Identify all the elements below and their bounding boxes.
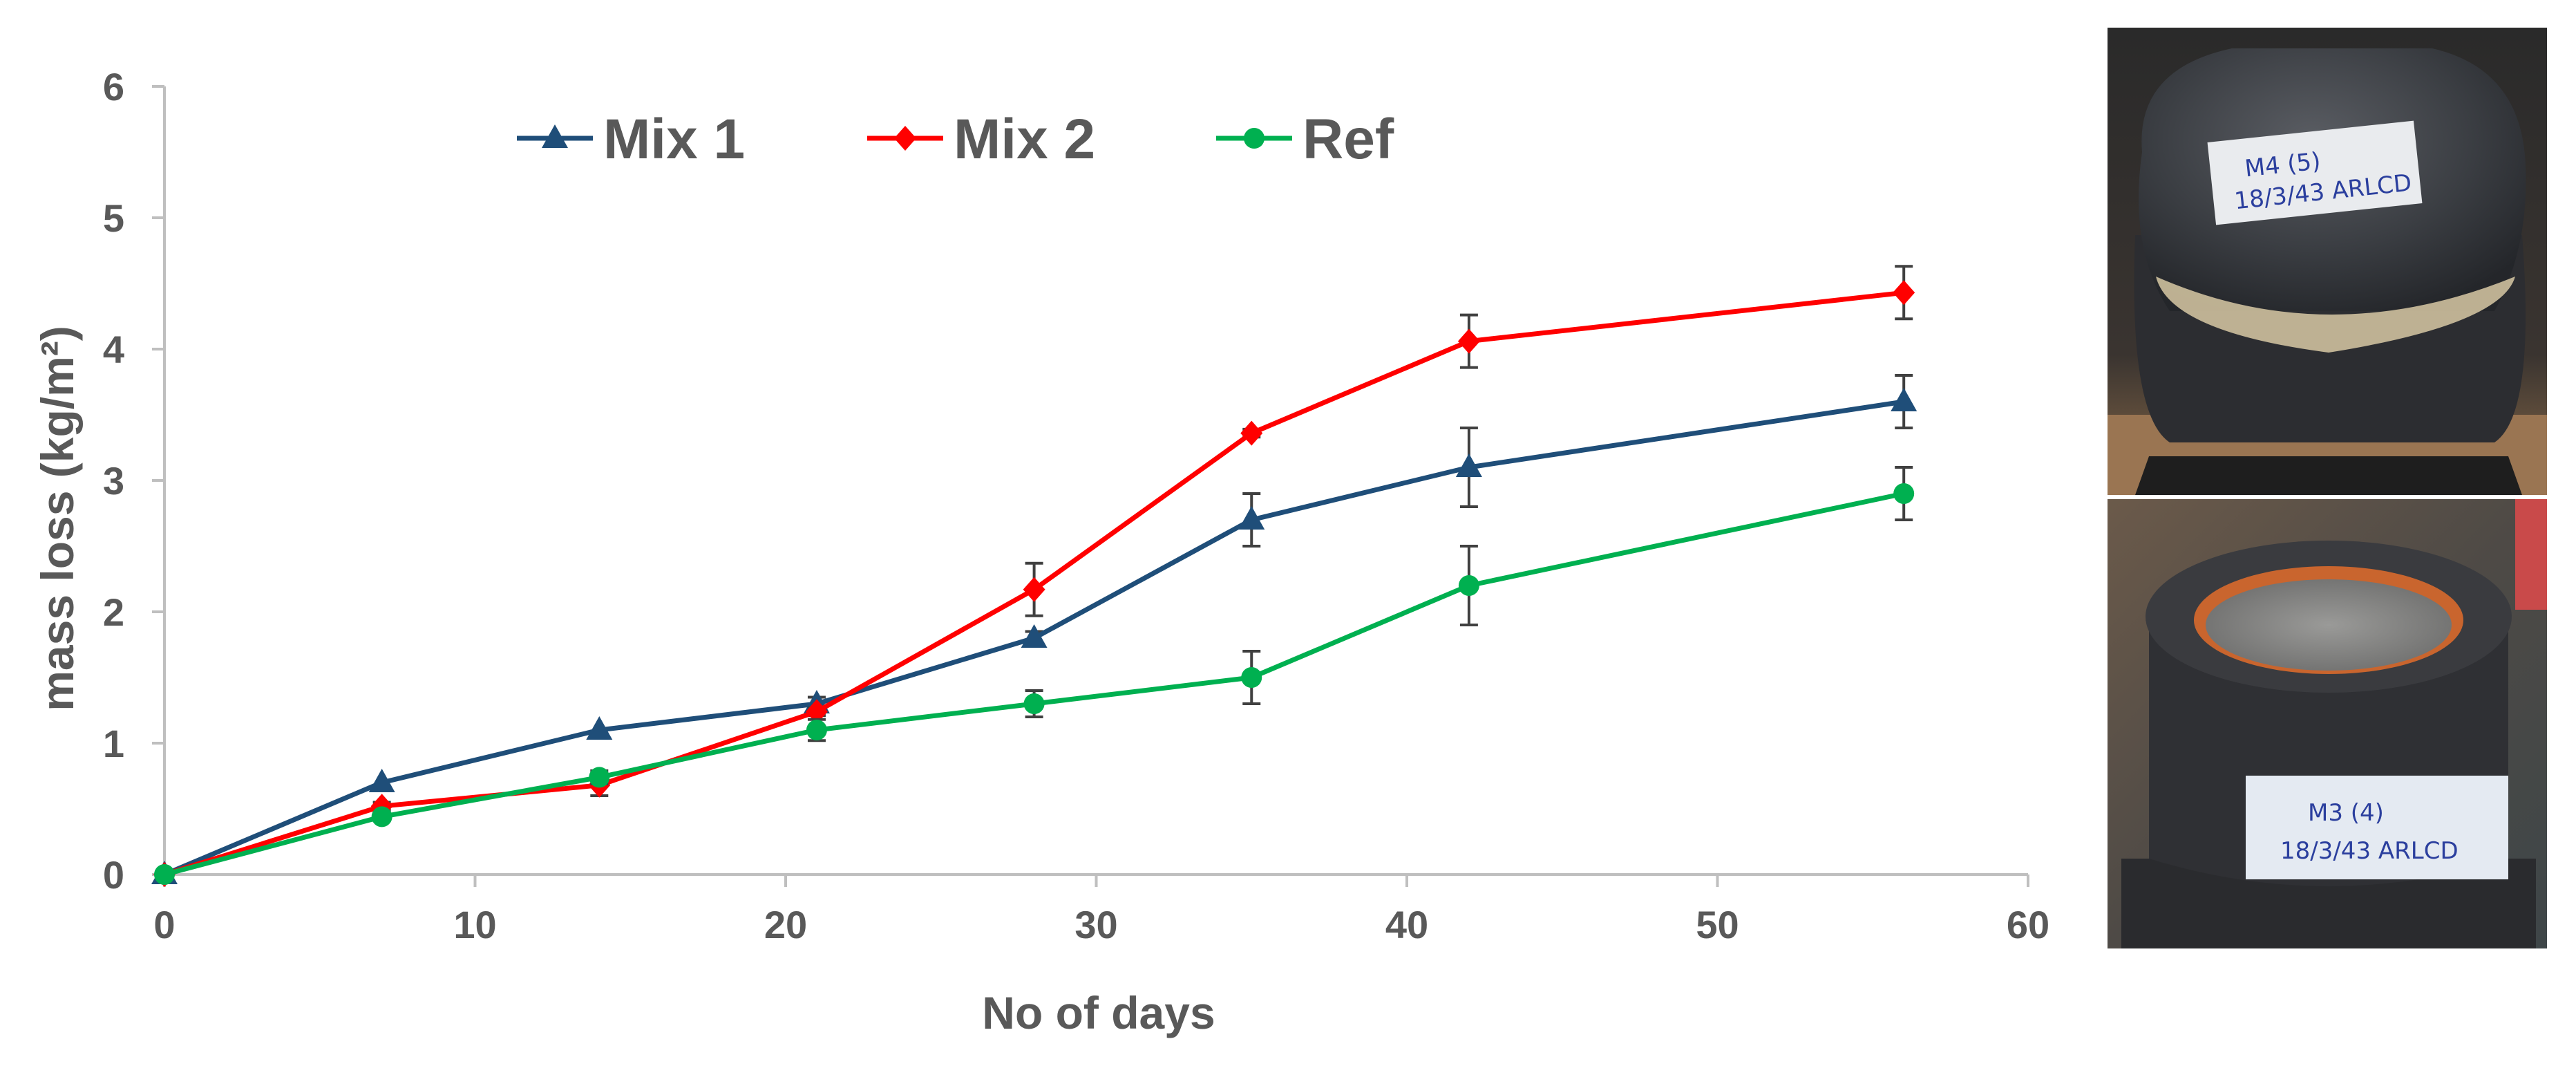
data-point bbox=[1891, 388, 1917, 411]
x-tick-label: 50 bbox=[1696, 903, 1739, 946]
legend-item: Mix 2 bbox=[867, 108, 1095, 171]
data-point bbox=[1455, 453, 1482, 477]
y-tick-label: 2 bbox=[103, 590, 124, 634]
x-tick-label: 30 bbox=[1074, 903, 1117, 946]
y-tick-label: 4 bbox=[103, 328, 124, 371]
legend-label: Ref bbox=[1303, 108, 1394, 171]
data-point bbox=[368, 769, 395, 792]
x-tick-label: 20 bbox=[764, 903, 807, 946]
legend-marker bbox=[1244, 128, 1265, 149]
x-tick-label: 10 bbox=[453, 903, 496, 946]
legend-item: Ref bbox=[1216, 108, 1394, 171]
data-point bbox=[1241, 667, 1262, 688]
y-tick-label: 1 bbox=[103, 722, 124, 765]
chart-axes bbox=[163, 86, 2028, 876]
series-mix-1 bbox=[151, 374, 1917, 884]
data-point bbox=[1893, 280, 1915, 306]
legend-label: Mix 2 bbox=[954, 108, 1095, 171]
legend-item: Mix 1 bbox=[517, 108, 745, 171]
chart-legend: Mix 1 Mix 2 Ref bbox=[517, 108, 1394, 171]
data-point bbox=[805, 699, 828, 724]
series-mix-2 bbox=[153, 265, 1915, 887]
data-point bbox=[1893, 483, 1915, 504]
y-tick-label: 6 bbox=[103, 65, 124, 109]
data-point bbox=[1023, 693, 1045, 714]
specimen-tag-bottom-line2: 18/3/43 ARLCD bbox=[2280, 837, 2459, 865]
x-tick-label: 60 bbox=[2007, 903, 2049, 946]
x-tick-label: 0 bbox=[153, 903, 175, 946]
series-line bbox=[164, 491, 1904, 877]
specimen-photo-open: M3 (4) 18/3/43 ARLCD bbox=[2108, 499, 2547, 948]
x-tick-label: 40 bbox=[1385, 903, 1428, 946]
data-point bbox=[1021, 624, 1048, 648]
series-line bbox=[163, 399, 1904, 877]
data-point bbox=[1458, 575, 1479, 596]
y-tick-label: 0 bbox=[103, 853, 124, 897]
data-point bbox=[806, 720, 827, 740]
legend-marker bbox=[542, 124, 568, 148]
data-point bbox=[1240, 420, 1263, 446]
series-line bbox=[163, 290, 1904, 877]
data-point bbox=[1457, 328, 1480, 354]
data-point bbox=[371, 806, 392, 827]
series-ref bbox=[154, 466, 1915, 885]
legend-label: Mix 1 bbox=[603, 108, 745, 171]
data-point bbox=[1023, 577, 1045, 602]
data-point bbox=[589, 767, 610, 788]
data-point bbox=[586, 716, 613, 740]
y-axis-title: mass loss (kg/m²) bbox=[32, 326, 83, 711]
y-tick-label: 3 bbox=[103, 459, 124, 503]
data-point bbox=[154, 864, 175, 885]
y-tick-label: 5 bbox=[103, 196, 124, 240]
specimen-photo-wrapped: M4 (5) 18/3/43 ARLCD bbox=[2108, 28, 2547, 495]
legend-marker bbox=[894, 126, 916, 151]
x-axis-title: No of days bbox=[982, 987, 1215, 1038]
chart-series bbox=[151, 265, 1917, 887]
data-point bbox=[1238, 506, 1265, 530]
specimen-tag-bottom-line1: M3 (4) bbox=[2308, 799, 2384, 827]
